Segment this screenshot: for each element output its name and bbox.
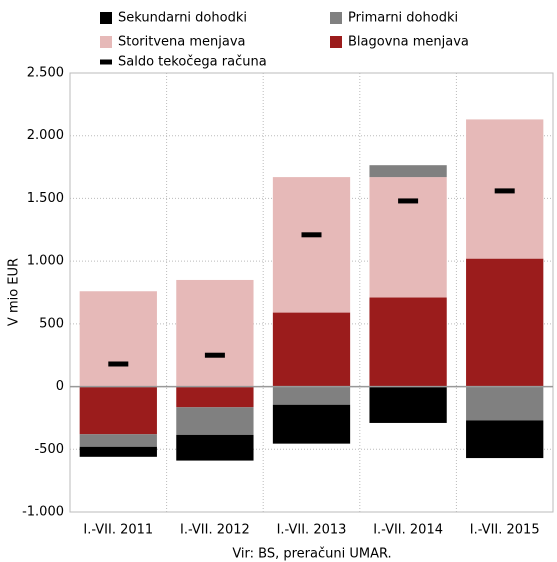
legend-label: Storitvena menjava [118, 35, 246, 50]
source-note: Vir: BS, preračuni UMAR. [232, 547, 391, 562]
bar-segment [79, 446, 157, 457]
bar-segment [176, 434, 254, 461]
y-tick-label: 1.500 [27, 191, 64, 206]
bar-segment [466, 420, 544, 459]
legend-label: Primarni dohodki [348, 11, 458, 26]
legend-swatch [100, 36, 112, 48]
y-tick-label: -1.000 [22, 505, 64, 520]
bar-segment [176, 386, 254, 408]
bar-segment [466, 386, 544, 421]
bar-segment [369, 165, 447, 178]
x-tick-label: I.-VII. 2012 [180, 523, 250, 538]
bar-segment [272, 386, 351, 405]
saldo-marker [108, 361, 129, 367]
y-tick-label: 1.000 [27, 254, 64, 269]
y-tick-label: -500 [34, 442, 64, 457]
x-tick-label: I.-VII. 2015 [470, 523, 540, 538]
legend-swatch [330, 12, 342, 24]
legend-label: Saldo tekočega računa [118, 55, 267, 70]
y-tick-label: 500 [39, 316, 64, 331]
saldo-marker [398, 198, 419, 204]
legend-label: Blagovna menjava [348, 35, 469, 50]
legend-label: Sekundarni dohodki [118, 11, 247, 26]
bar-segment [79, 386, 157, 435]
x-tick-label: I.-VII. 2011 [83, 523, 153, 538]
x-tick-label: I.-VII. 2014 [373, 523, 443, 538]
y-axis-label: V mio EUR [7, 258, 22, 326]
x-tick-label: I.-VII. 2013 [277, 523, 347, 538]
bar-segment [466, 258, 544, 387]
plot-frame [69, 72, 554, 513]
bar-segment [272, 177, 351, 313]
bar-segment [272, 404, 351, 444]
bar-segment [369, 297, 447, 387]
legend-swatch [100, 59, 112, 65]
y-tick-label: 0 [56, 379, 64, 394]
y-tick-label: 2.000 [27, 128, 64, 143]
y-tick-label: 2.500 [27, 66, 64, 81]
bar-segment [369, 386, 447, 423]
bar-segment [176, 407, 254, 435]
bar-segment [369, 177, 447, 298]
saldo-marker [494, 188, 515, 194]
legend-swatch [100, 12, 112, 24]
bar-segment [79, 434, 157, 447]
bar-segment [176, 279, 254, 387]
bar-segment [272, 312, 351, 387]
saldo-marker [204, 352, 225, 358]
bar-segment [79, 291, 157, 387]
legend-swatch [330, 36, 342, 48]
saldo-marker [301, 232, 322, 238]
